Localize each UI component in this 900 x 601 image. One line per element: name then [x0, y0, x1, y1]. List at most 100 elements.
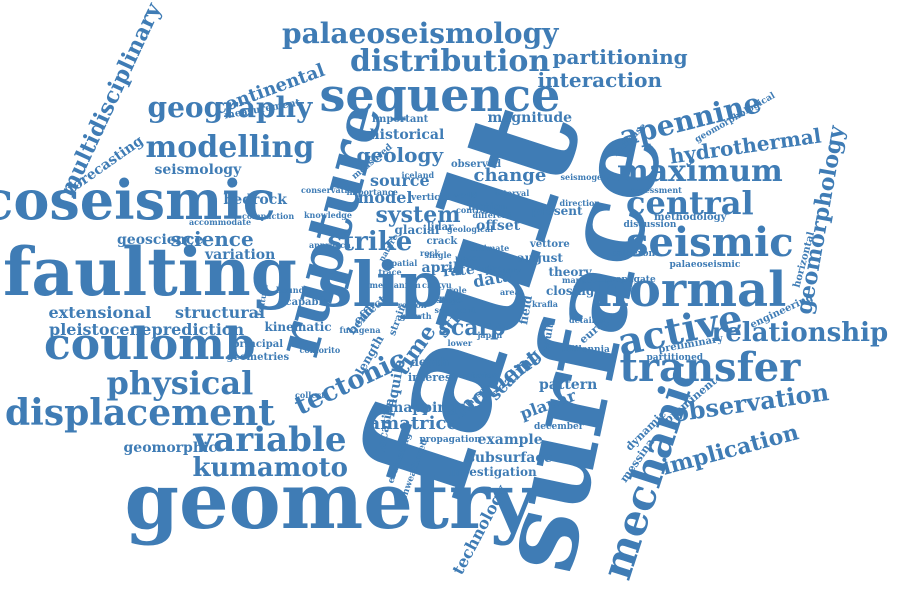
cloud-word-present: present	[531, 204, 583, 218]
cloud-word-seismology: seismology	[154, 162, 242, 178]
cloud-word-upper: upper	[455, 253, 482, 263]
cloud-word-region: region	[397, 300, 427, 310]
cloud-word-geography: geography	[147, 91, 313, 124]
cloud-word-magnitude: magnitude	[487, 110, 573, 126]
cloud-word-variable: variable	[193, 420, 347, 460]
cloud-word-colfiorito: colfiorito	[299, 345, 341, 355]
cloud-word-methodology: methodology	[654, 212, 727, 223]
cloud-word-iceland: iceland	[401, 170, 435, 180]
cloud-word-extensional: extensional	[48, 303, 152, 322]
cloud-word-level: level	[439, 295, 461, 305]
cloud-word-assessment: assessment	[630, 185, 682, 195]
cloud-word-calderon: calderon	[611, 248, 656, 259]
cloud-word-mapping: mapping	[388, 400, 458, 416]
cloud-word-observed: observed	[451, 159, 502, 170]
cloud-word-lidar: lidar	[427, 222, 454, 233]
cloud-word-transfer: transfer	[619, 344, 801, 391]
cloud-word-knowledge: knowledge	[304, 210, 352, 220]
cloud-word-different: different	[472, 210, 512, 220]
cloud-word-coseismic: coseismic	[0, 168, 276, 232]
cloud-word-accommodate: accommodate	[189, 217, 252, 227]
cloud-word-pleistocene: pleistocene	[49, 320, 152, 339]
cloud-word-control: control	[456, 205, 489, 215]
cloud-word-stress: stress	[436, 295, 464, 305]
cloud-word-april: april	[421, 260, 459, 276]
cloud-word-fucagena: fucagena	[339, 325, 381, 335]
cloud-word-capable: capable	[285, 297, 329, 308]
cloud-word-seismogenic: seismogenic	[560, 172, 616, 182]
cloud-word-compaction: compaction	[242, 211, 295, 221]
cloud-word-maximum: maximum	[617, 154, 783, 189]
cloud-word-primary: primary	[485, 265, 521, 275]
cloud-word-importance: importance	[346, 187, 398, 197]
cloud-word-depth: depth	[410, 355, 450, 369]
cloud-word-last: last	[442, 295, 459, 305]
cloud-word-coulomb: coulomb	[44, 319, 256, 370]
cloud-word-source: source	[370, 171, 430, 190]
cloud-word-world: world	[452, 190, 478, 200]
cloud-word-geology: geology	[356, 143, 444, 167]
cloud-word-relationship: relationship	[711, 318, 889, 348]
cloud-word-zone: zone	[439, 295, 461, 305]
cloud-word-lower: lower	[447, 338, 473, 348]
cloud-word-distribution: distribution	[350, 44, 551, 79]
cloud-word-physical: physical	[106, 364, 254, 402]
cloud-word-subsurface: subsurface	[467, 450, 553, 466]
cloud-word-spatial: spatial	[387, 258, 418, 268]
cloud-word-bound: bound	[276, 285, 305, 295]
cloud-word-motion: motion	[468, 202, 508, 213]
cloud-word-prediction: prediction	[151, 320, 245, 339]
cloud-word-glacial: glacial	[394, 223, 440, 237]
cloud-word-investigation: investigation	[449, 465, 537, 479]
cloud-word-vertical: vertical	[411, 192, 450, 203]
cloud-word-strike: strike	[327, 227, 413, 257]
cloud-word-geoscience: geoscience	[117, 232, 204, 248]
cloud-word-example: example	[477, 432, 543, 448]
cloud-word-science: science	[170, 227, 254, 251]
cloud-word-detailed: detailed	[569, 315, 606, 325]
cloud-word-approach: approach	[309, 240, 351, 250]
cloud-word-displacement: displacement	[5, 392, 275, 434]
cloud-word-sequence: sequence	[319, 68, 561, 122]
cloud-word-geometry: geometry	[124, 456, 536, 547]
cloud-word-propagation: propagation	[419, 434, 481, 445]
cloud-word-december: december	[534, 421, 584, 432]
cloud-word-single: single	[424, 250, 452, 260]
cloud-word-structural: structural	[175, 303, 266, 322]
cloud-word-estimate: estimate	[470, 243, 510, 253]
cloud-word-offset: offset	[476, 218, 521, 234]
cloud-word-august: august	[517, 251, 563, 265]
cloud-word-crack: crack	[426, 236, 458, 247]
cloud-word-seismic: seismic	[626, 219, 794, 266]
cloud-word-interaction: interaction	[537, 68, 663, 92]
cloud-word-important: important	[372, 114, 429, 125]
cloud-word-closing: closing	[546, 284, 595, 298]
cloud-word-interval: interval	[494, 188, 530, 198]
cloud-word-palaeoseismic: palaeoseismic	[669, 259, 741, 270]
cloud-word-interest: interest	[408, 370, 457, 384]
cloud-word-chikyu: chikyu	[422, 280, 452, 290]
cloud-word-geomorphic: geomorphic	[123, 440, 217, 456]
cloud-word-change: change	[473, 165, 547, 186]
cloud-word-direction: direction	[559, 198, 601, 208]
cloud-word-conservation: conservation	[301, 185, 359, 195]
cloud-word-normal: normal	[594, 262, 787, 318]
cloud-word-kinematic: kinematic	[264, 320, 332, 334]
cloud-word-kumamoto: kumamoto	[192, 453, 348, 483]
cloud-word-rock: rock	[420, 248, 440, 258]
cloud-word-geometries: geometries	[226, 352, 290, 363]
cloud-word-palaeoseismology: palaeoseismology	[282, 17, 559, 50]
cloud-word-collect: collect	[295, 390, 325, 400]
cloud-word-historical: historical	[369, 127, 445, 143]
cloud-word-krafla: krafla	[532, 299, 558, 309]
cloud-word-amatrice: amatrice	[368, 413, 458, 434]
cloud-word-area: area	[500, 287, 520, 297]
cloud-word-central: central	[626, 184, 754, 222]
cloud-word-theory: theory	[548, 265, 592, 279]
cloud-word-system: system	[375, 202, 461, 228]
cloud-word-partitioning: partitioning	[552, 45, 688, 69]
cloud-word-bedrock: bedrock	[223, 192, 287, 208]
cloud-word-large: large	[438, 295, 462, 305]
cloud-word-partitioned: partitioned	[646, 352, 704, 363]
